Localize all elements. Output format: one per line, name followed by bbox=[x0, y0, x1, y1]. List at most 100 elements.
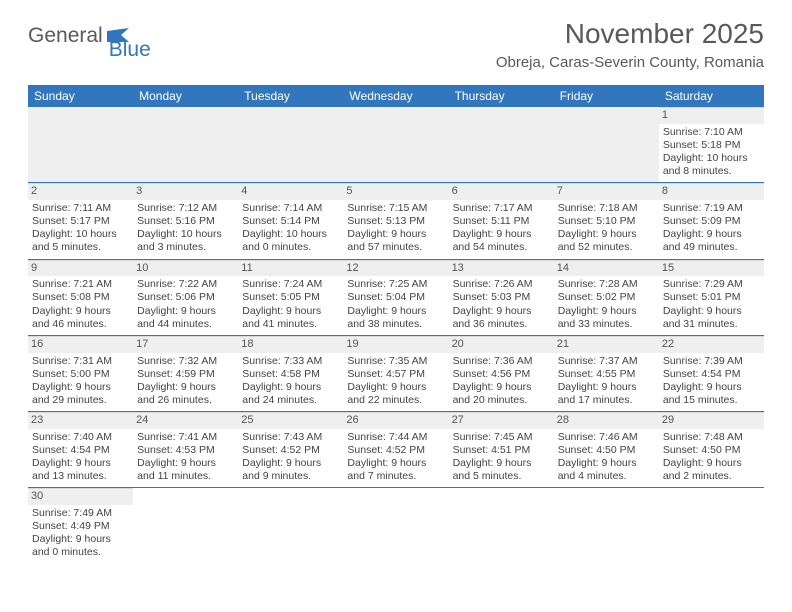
day-info-line: Daylight: 9 hours bbox=[242, 457, 339, 470]
calendar-cell bbox=[449, 107, 554, 183]
day-info-line: Daylight: 10 hours bbox=[137, 228, 234, 241]
day-info-line: and 15 minutes. bbox=[663, 394, 760, 407]
calendar-week: 23Sunrise: 7:40 AMSunset: 4:54 PMDayligh… bbox=[28, 412, 764, 488]
calendar-cell bbox=[659, 488, 764, 564]
calendar-cell: 10Sunrise: 7:22 AMSunset: 5:06 PMDayligh… bbox=[133, 259, 238, 335]
calendar-week: 30Sunrise: 7:49 AMSunset: 4:49 PMDayligh… bbox=[28, 488, 764, 564]
day-info-line: Daylight: 10 hours bbox=[32, 228, 129, 241]
day-number: 12 bbox=[343, 260, 448, 277]
day-info-line: and 0 minutes. bbox=[242, 241, 339, 254]
calendar-cell: 14Sunrise: 7:28 AMSunset: 5:02 PMDayligh… bbox=[554, 259, 659, 335]
day-info-line: and 57 minutes. bbox=[347, 241, 444, 254]
day-info-line: Sunrise: 7:33 AM bbox=[242, 355, 339, 368]
day-info-line: Sunset: 4:50 PM bbox=[663, 444, 760, 457]
day-info-line: Sunset: 5:11 PM bbox=[453, 215, 550, 228]
calendar-cell: 27Sunrise: 7:45 AMSunset: 4:51 PMDayligh… bbox=[449, 412, 554, 488]
day-info-line: Daylight: 9 hours bbox=[242, 381, 339, 394]
day-info-line: Sunrise: 7:11 AM bbox=[32, 202, 129, 215]
day-info-line: Sunrise: 7:21 AM bbox=[32, 278, 129, 291]
day-info-line: Sunrise: 7:39 AM bbox=[663, 355, 760, 368]
calendar-cell: 8Sunrise: 7:19 AMSunset: 5:09 PMDaylight… bbox=[659, 183, 764, 259]
calendar-cell bbox=[133, 107, 238, 183]
calendar-cell: 29Sunrise: 7:48 AMSunset: 4:50 PMDayligh… bbox=[659, 412, 764, 488]
calendar-cell: 23Sunrise: 7:40 AMSunset: 4:54 PMDayligh… bbox=[28, 412, 133, 488]
day-number: 19 bbox=[343, 336, 448, 353]
day-info-line: and 38 minutes. bbox=[347, 318, 444, 331]
day-info-line: Sunset: 5:08 PM bbox=[32, 291, 129, 304]
calendar-cell: 24 Sunrise: 7:41 AMSunset: 4:53 PMDayligh… bbox=[133, 412, 238, 488]
day-number: 27 bbox=[449, 412, 554, 429]
day-info-line: Sunrise: 7:41 AM bbox=[137, 431, 234, 444]
day-info-line: and 13 minutes. bbox=[32, 470, 129, 483]
day-info-line: Sunrise: 7:15 AM bbox=[347, 202, 444, 215]
calendar-head: SundayMondayTuesdayWednesdayThursdayFrid… bbox=[28, 85, 764, 107]
day-number: 9 bbox=[28, 260, 133, 277]
day-info-line: Sunset: 4:53 PM bbox=[137, 444, 234, 457]
day-info-line: Daylight: 9 hours bbox=[453, 381, 550, 394]
calendar-cell bbox=[28, 107, 133, 183]
location-text: Obreja, Caras-Severin County, Romania bbox=[496, 54, 764, 71]
day-number: 28 bbox=[554, 412, 659, 429]
day-info-line: Sunrise: 7:35 AM bbox=[347, 355, 444, 368]
day-header: Sunday bbox=[28, 85, 133, 107]
day-info-line: Sunset: 5:02 PM bbox=[558, 291, 655, 304]
day-number: 7 bbox=[554, 183, 659, 200]
day-info-line: and 11 minutes. bbox=[137, 470, 234, 483]
day-info-line: Daylight: 9 hours bbox=[347, 305, 444, 318]
day-number: 22 bbox=[659, 336, 764, 353]
day-number: 23 bbox=[28, 412, 133, 429]
day-info-line: Sunrise: 7:18 AM bbox=[558, 202, 655, 215]
day-info-line: Daylight: 10 hours bbox=[242, 228, 339, 241]
day-info-line: and 29 minutes. bbox=[32, 394, 129, 407]
day-info-line: Sunrise: 7:17 AM bbox=[453, 202, 550, 215]
day-info-line: Sunrise: 7:24 AM bbox=[242, 278, 339, 291]
day-info-line: and 26 minutes. bbox=[137, 394, 234, 407]
day-info-line: and 0 minutes. bbox=[32, 546, 129, 559]
calendar-cell: 30Sunrise: 7:49 AMSunset: 4:49 PMDayligh… bbox=[28, 488, 133, 564]
day-info-line: Sunset: 4:54 PM bbox=[663, 368, 760, 381]
day-info-line: Sunrise: 7:49 AM bbox=[32, 507, 129, 520]
day-info-line: Sunset: 4:56 PM bbox=[453, 368, 550, 381]
day-number: 6 bbox=[449, 183, 554, 200]
day-number: 17 bbox=[133, 336, 238, 353]
day-info-line: Sunset: 4:57 PM bbox=[347, 368, 444, 381]
calendar-cell: 20Sunrise: 7:36 AMSunset: 4:56 PMDayligh… bbox=[449, 335, 554, 411]
day-info-line: Sunset: 5:14 PM bbox=[242, 215, 339, 228]
day-number: 3 bbox=[133, 183, 238, 200]
day-info-line: Sunset: 4:54 PM bbox=[32, 444, 129, 457]
day-info-line: Daylight: 9 hours bbox=[32, 381, 129, 394]
day-info-line: Sunset: 5:17 PM bbox=[32, 215, 129, 228]
calendar-cell bbox=[554, 488, 659, 564]
day-info-line: Daylight: 9 hours bbox=[558, 381, 655, 394]
day-header: Saturday bbox=[659, 85, 764, 107]
calendar-cell: 13Sunrise: 7:26 AMSunset: 5:03 PMDayligh… bbox=[449, 259, 554, 335]
day-info-line: and 5 minutes. bbox=[453, 470, 550, 483]
day-info-line: Sunset: 4:50 PM bbox=[558, 444, 655, 457]
day-number: 2 bbox=[28, 183, 133, 200]
day-info-line: and 8 minutes. bbox=[663, 165, 760, 178]
day-number: 24 bbox=[133, 412, 238, 429]
day-info-line: and 46 minutes. bbox=[32, 318, 129, 331]
day-info-line: Daylight: 9 hours bbox=[347, 381, 444, 394]
day-info-line: Sunset: 4:49 PM bbox=[32, 520, 129, 533]
day-info-line: and 52 minutes. bbox=[558, 241, 655, 254]
calendar-cell: 25Sunrise: 7:43 AMSunset: 4:52 PMDayligh… bbox=[238, 412, 343, 488]
day-info-line: Daylight: 9 hours bbox=[137, 457, 234, 470]
day-info-line: Daylight: 9 hours bbox=[453, 457, 550, 470]
calendar-cell: 1Sunrise: 7:10 AMSunset: 5:18 PMDaylight… bbox=[659, 107, 764, 183]
day-info-line: Daylight: 9 hours bbox=[663, 381, 760, 394]
calendar-cell: 21Sunrise: 7:37 AMSunset: 4:55 PMDayligh… bbox=[554, 335, 659, 411]
page-header: General Blue November 2025 Obreja, Caras… bbox=[0, 0, 792, 77]
day-info-line: Sunset: 5:01 PM bbox=[663, 291, 760, 304]
day-info-line: and 44 minutes. bbox=[137, 318, 234, 331]
day-info-line: Sunrise: 7:12 AM bbox=[137, 202, 234, 215]
day-info-line: Daylight: 9 hours bbox=[137, 381, 234, 394]
day-info-line: and 4 minutes. bbox=[558, 470, 655, 483]
day-info-line: Sunrise: 7:36 AM bbox=[453, 355, 550, 368]
day-info-line: and 5 minutes. bbox=[32, 241, 129, 254]
day-header: Wednesday bbox=[343, 85, 448, 107]
day-info-line: Daylight: 9 hours bbox=[663, 457, 760, 470]
day-info-line: Daylight: 9 hours bbox=[453, 305, 550, 318]
day-info-line: Sunrise: 7:26 AM bbox=[453, 278, 550, 291]
calendar-cell: 12Sunrise: 7:25 AMSunset: 5:04 PMDayligh… bbox=[343, 259, 448, 335]
